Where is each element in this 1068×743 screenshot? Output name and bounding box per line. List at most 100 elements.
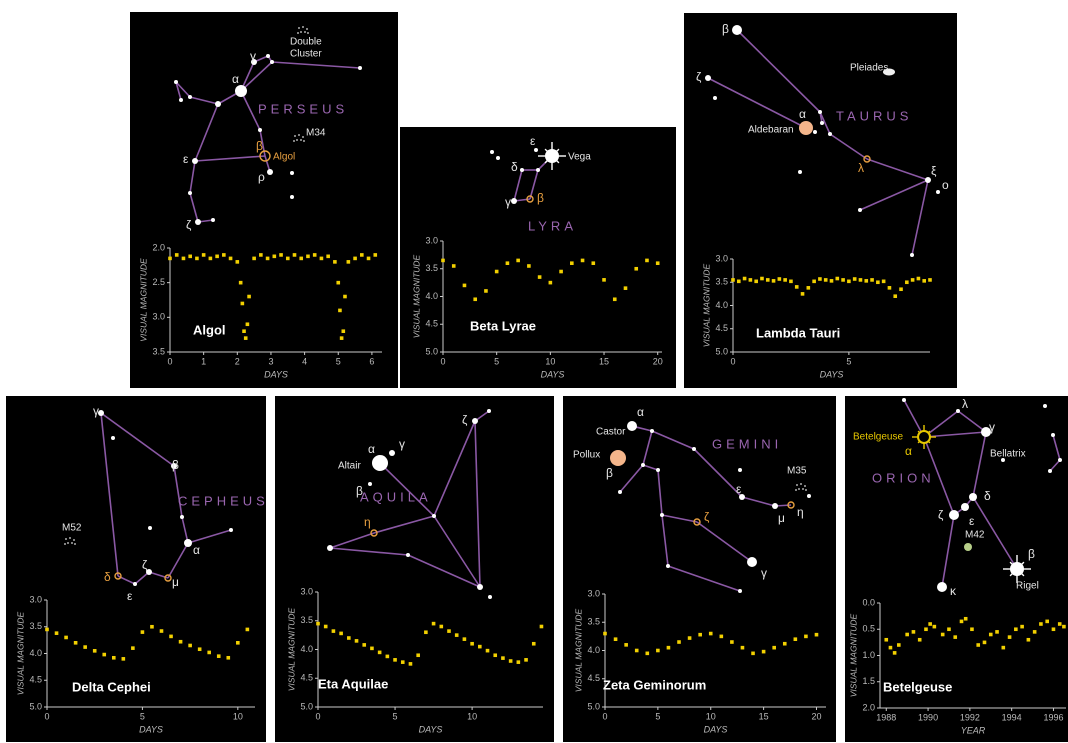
data-point: [326, 254, 330, 259]
plot-title: Betelgeuse: [883, 679, 952, 694]
constellation-line: [923, 410, 959, 438]
cluster-dot: [306, 28, 308, 30]
star: [545, 149, 559, 163]
star-label: ζ: [462, 413, 468, 427]
x-axis-label: DAYS: [139, 724, 163, 734]
data-point: [494, 269, 499, 274]
data-point: [373, 253, 378, 257]
data-point: [343, 294, 347, 299]
data-point: [338, 308, 342, 313]
y-tick-label: 5.0: [587, 701, 600, 711]
data-point: [754, 279, 758, 284]
y-axis-label: VISUAL MAGNITUDE: [286, 607, 296, 691]
data-point: [181, 256, 186, 261]
star: [432, 514, 436, 518]
constellation-line: [329, 532, 375, 549]
y-axis-label: VISUAL MAGNITUDE: [411, 254, 421, 338]
y-tick-label: 3.5: [300, 615, 313, 625]
star: [188, 95, 192, 99]
star-label: η: [797, 505, 804, 519]
data-point: [634, 648, 639, 653]
data-point: [408, 662, 413, 666]
star: [229, 528, 233, 532]
data-point: [719, 634, 724, 639]
cluster-dot: [73, 539, 75, 541]
data-point: [602, 278, 606, 282]
star-label: ζ: [186, 218, 192, 232]
data-point: [207, 650, 212, 655]
y-tick-label: 3.0: [29, 594, 42, 604]
constellation-line: [189, 96, 219, 105]
y-tick-label: 4.5: [715, 323, 728, 333]
x-axis-label: DAYS: [541, 369, 565, 379]
star-label: Castor: [596, 427, 626, 438]
data-point: [505, 261, 510, 265]
star-label: ζ: [696, 70, 702, 84]
panel: [845, 396, 1068, 742]
data-point: [800, 292, 805, 296]
data-point: [222, 253, 226, 257]
star-label: Cluster: [290, 49, 322, 60]
star-label: α: [905, 444, 912, 458]
star: [258, 128, 262, 132]
star-label: β: [356, 484, 363, 498]
data-point: [347, 636, 351, 640]
star: [738, 468, 742, 472]
data-point: [470, 641, 474, 646]
data-point: [884, 637, 889, 642]
data-point: [336, 280, 341, 285]
data-point: [666, 645, 671, 650]
data-point: [677, 640, 681, 644]
y-tick-label: 2.0: [152, 242, 165, 252]
star: [660, 513, 664, 517]
data-point: [159, 629, 164, 633]
data-point: [316, 621, 320, 626]
constellation-line: [923, 431, 987, 438]
star: [964, 543, 972, 551]
data-point: [976, 643, 981, 647]
data-point: [228, 256, 233, 261]
star: [368, 482, 372, 486]
data-point: [537, 275, 542, 279]
data-point: [748, 278, 753, 282]
star: [370, 529, 378, 537]
data-point: [360, 253, 364, 257]
data-point: [279, 253, 283, 257]
star-label: γ: [399, 437, 405, 451]
star-label: γ: [93, 404, 99, 418]
data-point: [473, 297, 478, 302]
star: [925, 177, 931, 183]
data-point: [982, 640, 987, 645]
data-point: [916, 276, 921, 281]
y-tick-label: 3.0: [425, 235, 438, 245]
star: [969, 493, 977, 501]
star-label: α: [799, 107, 806, 121]
data-point: [634, 266, 639, 271]
data-point: [922, 279, 927, 283]
star: [818, 110, 822, 114]
data-point: [1007, 635, 1012, 639]
star: [358, 66, 362, 70]
constellation-line: [194, 103, 219, 162]
star-label: Bellatrix: [990, 449, 1026, 460]
y-axis-label: VISUAL MAGNITUDE: [15, 611, 25, 695]
constellation-line: [373, 515, 435, 534]
cluster-dot: [796, 484, 798, 486]
star: [949, 510, 959, 520]
cluster-dot: [69, 537, 71, 539]
y-tick-label: 0.5: [862, 624, 875, 634]
data-point: [447, 629, 451, 633]
x-tick-label: 5: [494, 356, 499, 366]
data-point: [818, 277, 822, 281]
data-point: [893, 294, 898, 298]
star-label: M34: [306, 128, 326, 139]
constellation-line: [741, 496, 776, 507]
star: [910, 253, 914, 257]
star: [188, 191, 192, 195]
data-point: [887, 286, 892, 290]
data-point: [858, 278, 863, 282]
cluster-dot: [74, 543, 76, 545]
x-tick-label: 4: [302, 356, 307, 366]
constellation-line: [189, 160, 196, 194]
